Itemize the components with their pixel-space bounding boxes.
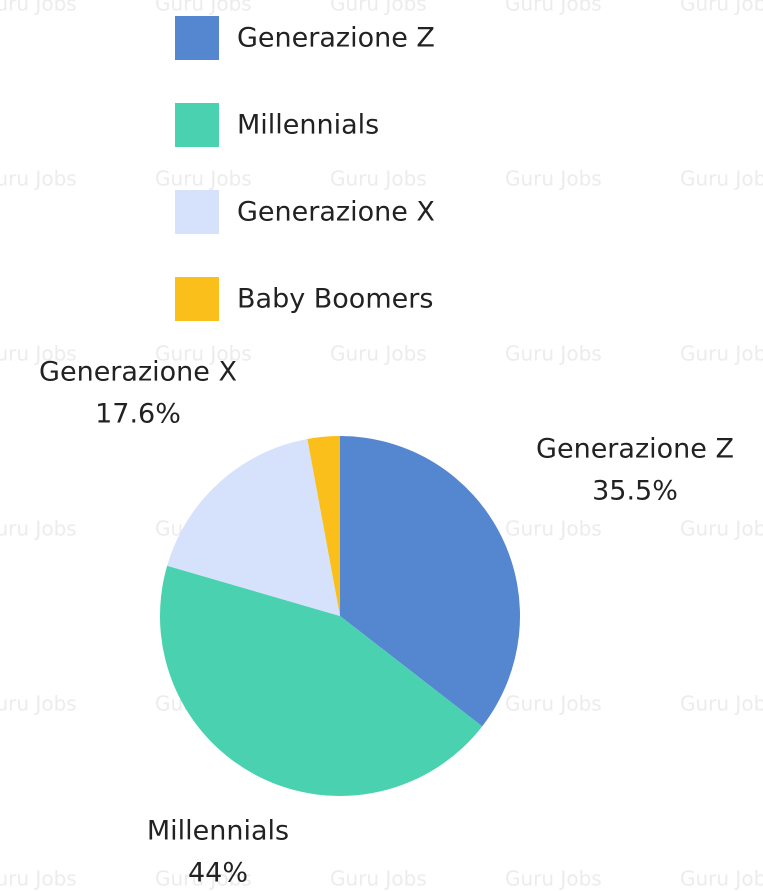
watermark: Guru Jobs bbox=[0, 692, 77, 716]
watermark: Guru Jobs bbox=[0, 167, 77, 191]
watermark: Guru Jobs bbox=[680, 692, 763, 716]
legend-label: Generazione Z bbox=[237, 23, 435, 54]
slice-value: 44% bbox=[188, 858, 248, 889]
legend-label: Baby Boomers bbox=[237, 284, 433, 315]
pie-slice bbox=[167, 438, 340, 616]
legend-swatch bbox=[175, 16, 219, 60]
watermark: Guru Jobs bbox=[155, 867, 252, 891]
pie-slice bbox=[160, 565, 483, 796]
watermark: Guru Jobs bbox=[505, 517, 602, 541]
watermark: Guru Jobs bbox=[155, 342, 252, 366]
watermark: Guru Jobs bbox=[155, 167, 252, 191]
legend-label: Millennials bbox=[237, 110, 379, 141]
watermark: Guru Jobs bbox=[680, 517, 763, 541]
slice-value: 35.5% bbox=[592, 476, 678, 507]
pie-slice bbox=[307, 436, 340, 616]
slice-label: Generazione X bbox=[39, 357, 237, 388]
watermark: Guru Jobs bbox=[330, 0, 427, 16]
watermark: Guru Jobs bbox=[330, 342, 427, 366]
watermark: Guru Jobs bbox=[505, 867, 602, 891]
watermark: Guru Jobs bbox=[505, 167, 602, 191]
pie-slice bbox=[340, 436, 520, 727]
legend-swatch bbox=[175, 190, 219, 234]
watermark: Guru Jobs bbox=[505, 692, 602, 716]
slice-label: Millennials bbox=[147, 816, 289, 847]
watermark: Guru Jobs bbox=[155, 0, 252, 16]
watermark: Guru Jobs bbox=[0, 517, 77, 541]
watermark: Guru Jobs bbox=[0, 342, 77, 366]
slice-label: Generazione Z bbox=[536, 434, 734, 465]
watermark: Guru Jobs bbox=[680, 167, 763, 191]
watermark: Guru Jobs bbox=[680, 0, 763, 16]
legend-swatch bbox=[175, 277, 219, 321]
watermark: Guru Jobs bbox=[330, 867, 427, 891]
watermark: Guru Jobs bbox=[0, 867, 77, 891]
watermark: Guru Jobs bbox=[505, 342, 602, 366]
watermark: Guru Jobs bbox=[330, 167, 427, 191]
watermark: Guru Jobs bbox=[505, 0, 602, 16]
watermark: Guru Jobs bbox=[0, 0, 77, 16]
legend-swatch bbox=[175, 103, 219, 147]
legend-label: Generazione X bbox=[237, 197, 435, 228]
slice-value: 17.6% bbox=[95, 399, 181, 430]
watermark: Guru Jobs bbox=[680, 867, 763, 891]
watermark: Guru Jobs bbox=[680, 342, 763, 366]
